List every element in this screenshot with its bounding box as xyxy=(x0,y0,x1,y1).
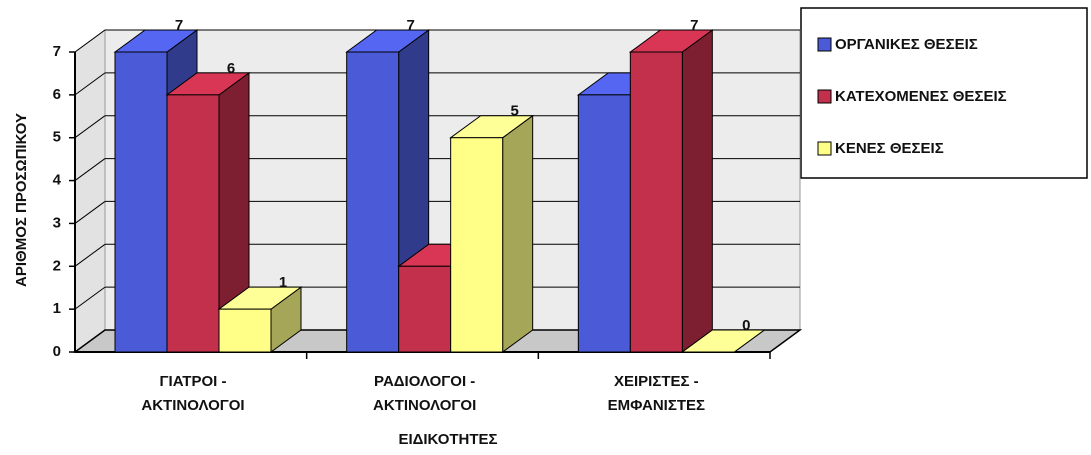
bar xyxy=(346,51,400,353)
legend-label: ΟΡΓΑΝΙΚΕΣ ΘΕΣΕΙΣ xyxy=(835,36,978,53)
bar xyxy=(629,51,683,353)
y-axis-title: ΑΡΙΘΜΟΣ ΠΡΟΣΩΠΙΚΟΥ xyxy=(13,113,30,287)
x-tick-label: ΓΙΑΤΡΟΙ - xyxy=(160,373,227,390)
y-tick-label: 1 xyxy=(53,300,61,317)
x-tick-label: ΑΚΤΙΝΟΛΟΓΟΙ xyxy=(141,397,244,414)
bar xyxy=(166,94,220,353)
y-tick-label: 5 xyxy=(53,129,61,146)
y-tick-label: 6 xyxy=(53,86,61,103)
x-tick-label: ΧΕΙΡΙΣΤΕΣ - xyxy=(614,373,699,390)
side-wall xyxy=(74,29,106,353)
y-tick-label: 0 xyxy=(53,343,61,360)
bar xyxy=(398,265,452,353)
x-tick-label: ΕΜΦΑΝΙΣΤΕΣ xyxy=(608,397,705,414)
data-label: 7 xyxy=(690,17,698,34)
grid-line xyxy=(74,286,106,310)
bar-top xyxy=(680,329,766,353)
x-tick-label: ΡΑΔΙΟΛΟΓΟΙ - xyxy=(374,373,475,390)
legend-box xyxy=(800,7,1088,179)
y-tick-label: 4 xyxy=(53,172,62,189)
data-label: 1 xyxy=(279,274,287,291)
x-axis-title: ΕΙΔΙΚΟΤΗΤΕΣ xyxy=(398,431,497,448)
data-label: 7 xyxy=(175,17,183,34)
y-tick-label: 3 xyxy=(53,214,61,231)
legend-label: ΚΕΝΕΣ ΘΕΣΕΙΣ xyxy=(835,140,944,157)
bar xyxy=(218,308,272,353)
bar-side xyxy=(681,29,713,353)
data-label: 5 xyxy=(510,103,518,120)
bar-side xyxy=(502,114,534,353)
bar xyxy=(450,137,504,353)
bar xyxy=(577,94,631,353)
legend-label: ΚΑΤΕΧΟΜΕΝΕΣ ΘΕΣΕΙΣ xyxy=(835,88,1007,105)
grid-line xyxy=(74,201,106,224)
bar xyxy=(114,51,168,353)
grid-line xyxy=(74,29,106,53)
grid-line xyxy=(74,329,106,353)
y-tick-label: 2 xyxy=(53,257,61,274)
grid-line xyxy=(74,243,106,267)
legend-swatch xyxy=(817,89,832,104)
x-tick-label: ΑΚΤΙΝΟΛΟΓΟΙ xyxy=(373,397,476,414)
grid-line xyxy=(74,115,106,139)
grid-line xyxy=(74,72,106,96)
y-tick-label: 7 xyxy=(53,43,61,60)
data-label: 6 xyxy=(227,60,235,77)
data-label: 7 xyxy=(406,17,414,34)
legend-swatch xyxy=(817,141,832,156)
grid-line xyxy=(74,158,106,181)
legend-swatch xyxy=(817,37,832,52)
data-label: 0 xyxy=(742,317,750,334)
